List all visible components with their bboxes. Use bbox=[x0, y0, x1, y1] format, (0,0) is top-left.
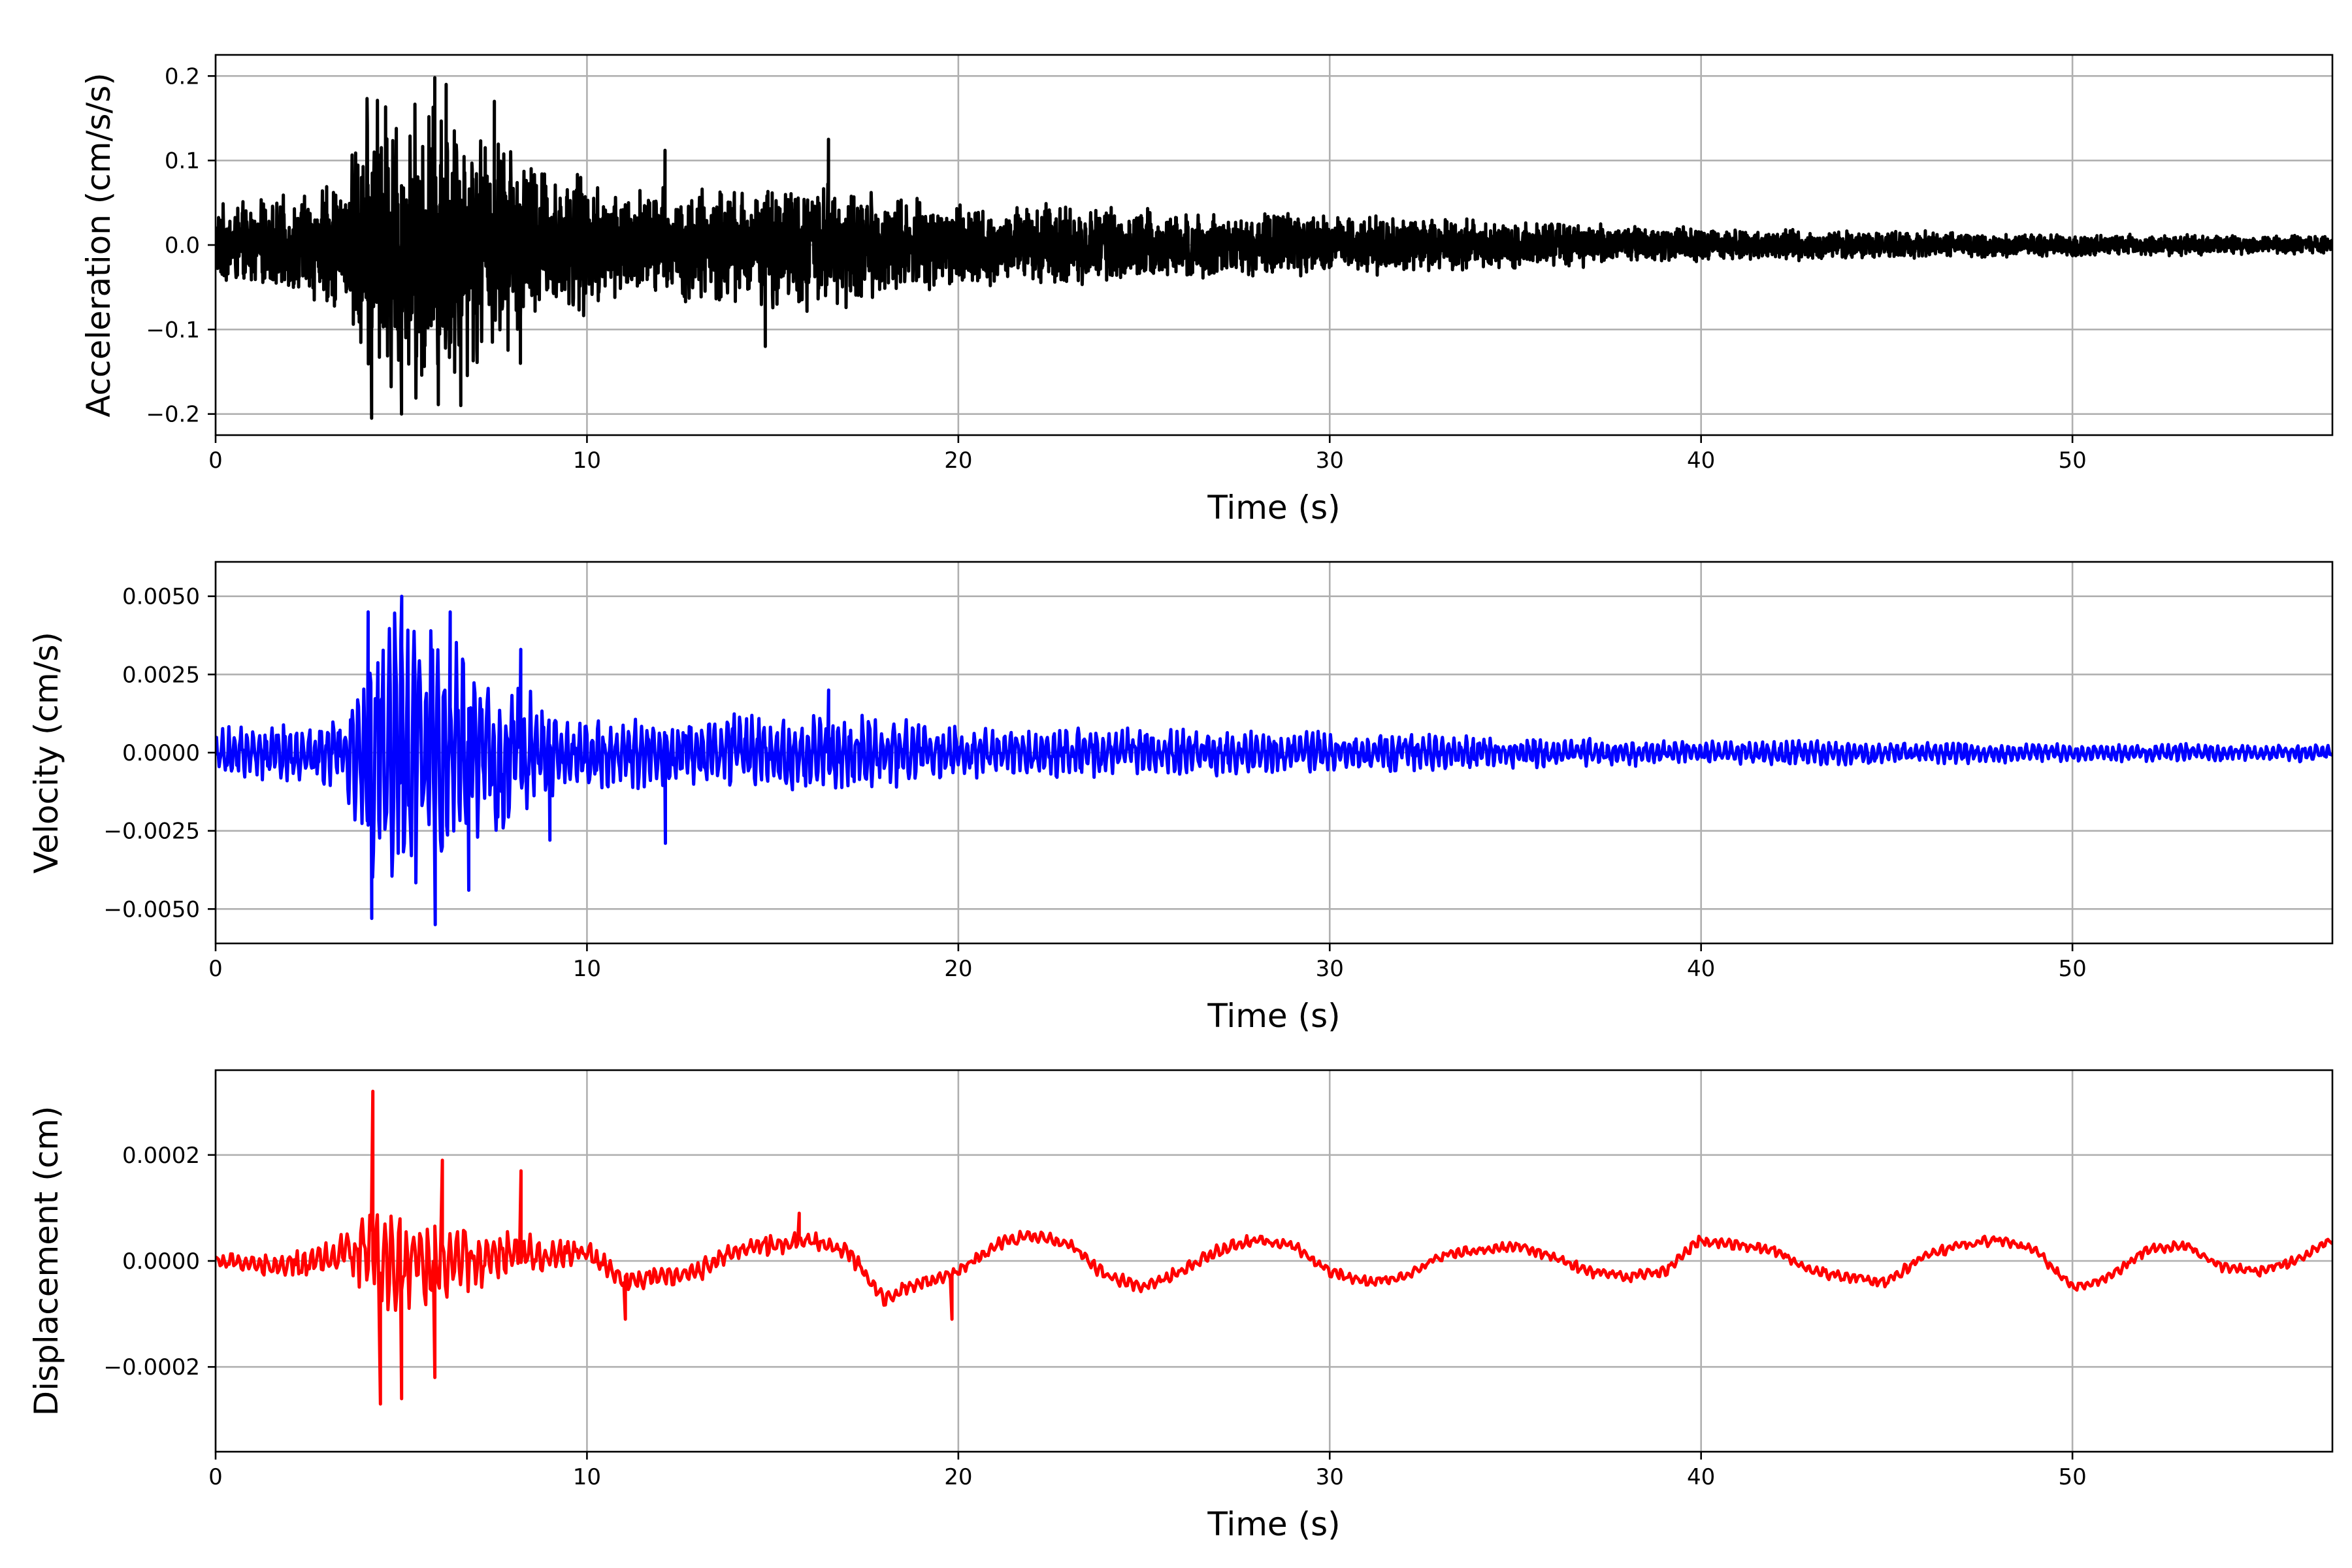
displacement-panel: 0 10 20 30 40 50 −0.0002 0.0000 0.0002 Time (s) Di… bbox=[27, 1069, 2334, 1543]
acceleration-xtick-label-1: 10 bbox=[573, 448, 601, 474]
velocity-xtick-label-4: 40 bbox=[1687, 956, 1715, 982]
velocity-ytick-label-1: −0.0025 bbox=[104, 819, 200, 845]
displacement-xtick-label-4: 40 bbox=[1687, 1464, 1715, 1490]
displacement-ytick-label-1: 0.0000 bbox=[122, 1249, 200, 1275]
velocity-ytick-label-2: 0.0000 bbox=[122, 740, 200, 766]
displacement-series-line bbox=[216, 1089, 2332, 1406]
displacement-x-axis-label: Time (s) bbox=[1207, 1505, 1340, 1543]
acceleration-ytick-label-4: 0.2 bbox=[165, 63, 200, 90]
velocity-series-line bbox=[216, 595, 2332, 926]
acceleration-ytick-label-3: 0.1 bbox=[165, 148, 200, 174]
displacement-xtick-label-1: 10 bbox=[573, 1464, 601, 1490]
velocity-ytick-label-4: 0.0050 bbox=[122, 584, 200, 610]
acceleration-xtick-label-3: 30 bbox=[1316, 448, 1344, 474]
acceleration-xtick-label-2: 20 bbox=[944, 448, 972, 474]
velocity-x-axis-label: Time (s) bbox=[1207, 997, 1340, 1035]
acceleration-x-axis-label: Time (s) bbox=[1207, 489, 1340, 527]
acceleration-xtick-label-0: 0 bbox=[208, 448, 223, 474]
velocity-xtick-label-3: 30 bbox=[1316, 956, 1344, 982]
velocity-y-axis-label: Velocity (cm/s) bbox=[27, 632, 65, 874]
acceleration-ytick-label-2: 0.0 bbox=[165, 233, 200, 259]
acceleration-ytick-label-1: −0.1 bbox=[146, 317, 200, 343]
velocity-xtick-label-0: 0 bbox=[208, 956, 223, 982]
displacement-xtick-label-0: 0 bbox=[208, 1464, 223, 1490]
velocity-xtick-label-1: 10 bbox=[573, 956, 601, 982]
velocity-ytick-label-0: −0.0050 bbox=[104, 896, 200, 923]
displacement-xtick-label-2: 20 bbox=[944, 1464, 972, 1490]
acceleration-xtick-label-4: 40 bbox=[1687, 448, 1715, 474]
displacement-ytick-label-2: 0.0002 bbox=[122, 1143, 200, 1169]
velocity-panel: 0 10 20 30 40 50 −0.0050 −0.0025 0.0000 0.0025 0.0… bbox=[27, 561, 2334, 1035]
acceleration-y-axis-label: Acceleration (cm/s/s) bbox=[80, 73, 118, 417]
displacement-xtick-label-5: 50 bbox=[2058, 1464, 2086, 1490]
velocity-ytick-label-3: 0.0025 bbox=[122, 662, 200, 688]
acceleration-xtick-label-5: 50 bbox=[2058, 448, 2086, 474]
displacement-y-axis-label: Displacement (cm) bbox=[27, 1106, 65, 1416]
acceleration-panel: 0 10 20 30 40 50 −0.2 −0.1 0.0 0.1 0.2 Time (s) Acce… bbox=[80, 54, 2334, 527]
acceleration-ytick-label-0: −0.2 bbox=[146, 402, 200, 428]
acceleration-series-line bbox=[216, 76, 2332, 420]
displacement-xtick-label-3: 30 bbox=[1316, 1464, 1344, 1490]
displacement-ytick-label-0: −0.0002 bbox=[104, 1354, 200, 1380]
velocity-xtick-label-5: 50 bbox=[2058, 956, 2086, 982]
velocity-xtick-label-2: 20 bbox=[944, 956, 972, 982]
